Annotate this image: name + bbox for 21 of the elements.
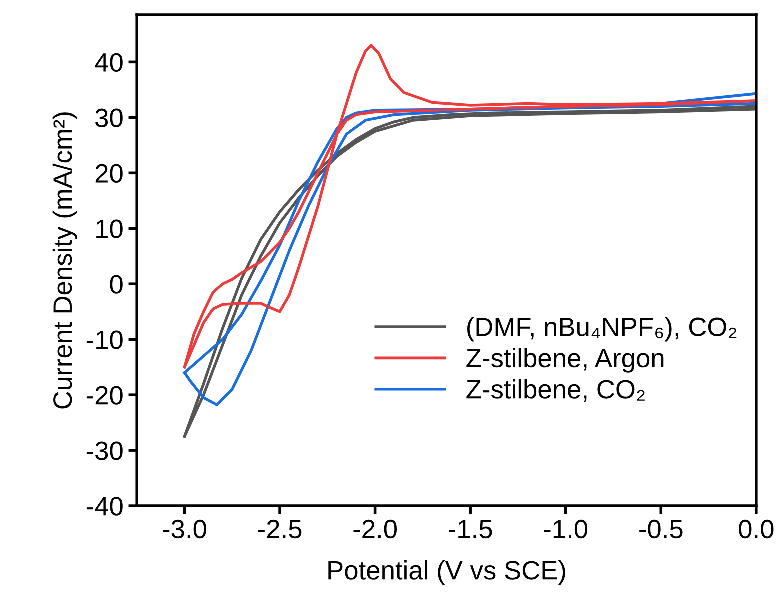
- x-tick-label: -3.0: [163, 520, 206, 539]
- y-tick-label: 10: [96, 220, 123, 238]
- legend-label: Z-stilbene, CO₂: [466, 379, 645, 402]
- y-tick-label: 0: [110, 275, 123, 294]
- x-tick-label: -0.5: [640, 520, 683, 539]
- y-tick-label: 30: [96, 108, 123, 128]
- x-tick-label: -2.0: [354, 520, 398, 539]
- y-tick-label: -40: [86, 497, 123, 516]
- y-axis-title: Current Density (mA/cm²): [52, 112, 78, 409]
- legend-label: (DMF, nBu₄NPF₆), CO₂: [467, 317, 737, 342]
- y-tick-label: -30: [86, 442, 123, 460]
- x-tick-label: -2.5: [258, 520, 302, 539]
- x-axis-title: Potential (V vs SCE): [328, 560, 566, 586]
- x-tick-label: 0.0: [739, 520, 774, 539]
- y-tick-label: 20: [96, 164, 123, 183]
- y-tick-label: -20: [86, 386, 123, 405]
- x-tick-label: -1.5: [449, 520, 492, 539]
- y-tick-label: 40: [95, 53, 123, 72]
- y-tick-label: -10: [86, 330, 123, 350]
- legend-label: Z-stilbene, Argon: [466, 348, 664, 373]
- x-tick-label: -1.0: [544, 520, 588, 539]
